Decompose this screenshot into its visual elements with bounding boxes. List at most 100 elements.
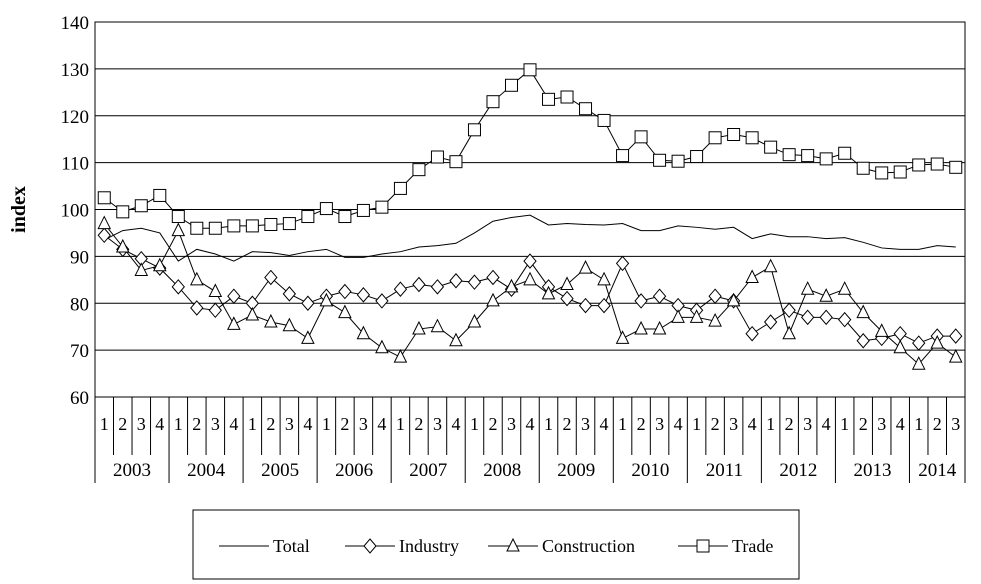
data-point-trade [356,203,370,217]
data-point-trade [819,152,833,166]
plot-frame [94,21,966,398]
data-point-construction [948,349,963,363]
quarter-label: 4 [748,414,757,434]
data-point-industry [745,325,759,342]
y-tick-label: 80 [70,294,89,315]
data-point-trade [875,166,889,180]
data-point-construction [560,276,574,290]
quarter-label: 3 [655,414,664,434]
data-point-construction [541,285,556,300]
data-point-industry [208,302,222,319]
data-point-construction [763,258,778,273]
quarter-label: 1 [914,414,923,434]
quarter-label: 4 [526,414,535,434]
data-point-industry [264,269,278,286]
series-line-trade [103,69,956,229]
data-point-trade [634,130,648,144]
quarter-label: 4 [822,414,831,434]
data-point-construction [282,317,297,332]
data-point-trade [393,181,407,195]
data-point-construction [837,281,852,295]
data-point-industry [449,272,463,289]
data-point-construction [911,356,926,370]
axis-labels: 60 70 80 90 100 110 120 130 140 2003 2004 2005 2006 2… [8,13,960,481]
data-point-industry [486,269,500,286]
year-label: 2003 [113,460,151,481]
quarter-label: 4 [451,414,460,434]
data-point-trade [338,210,352,224]
quarter-label: 2 [933,414,942,434]
legend-label-construction: Construction [542,536,635,556]
data-point-industry [801,309,815,326]
data-point-construction [523,271,537,286]
quarter-label: 3 [581,414,590,434]
quarter-label: 4 [155,414,164,434]
data-point-trade [671,154,685,168]
data-point-trade [560,90,574,104]
legend-label-total: Total [273,536,310,556]
data-point-construction [689,309,704,323]
data-point-trade [708,131,722,145]
data-point-industry [949,328,963,344]
data-point-trade [208,221,222,235]
data-point-trade [153,188,167,202]
year-label: 2010 [631,460,669,481]
quarter-label: 2 [340,414,349,434]
quarter-label: 1 [248,414,257,434]
data-point-construction [134,262,149,276]
data-point-industry [819,309,833,326]
data-point-trade [690,150,704,164]
data-point-industry [652,288,667,304]
quarter-label: 2 [488,414,497,434]
data-point-construction [893,339,908,354]
year-label: 2005 [261,460,299,481]
quarter-label: 2 [563,414,572,434]
data-point-industry [893,325,907,342]
series-line-total [104,214,956,262]
data-point-construction [578,259,593,274]
quarter-label: 2 [859,414,868,434]
data-point-trade [319,202,333,216]
legend-label-trade: Trade [732,536,773,556]
quarter-label: 2 [711,414,720,434]
legend-marker-construction [506,537,520,552]
data-point-trade [412,163,426,177]
data-point-construction [745,269,759,283]
y-tick-label: 60 [70,388,89,409]
data-point-trade [653,153,667,167]
y-tick-label: 120 [61,107,90,128]
data-point-trade [838,146,852,160]
year-label: 2009 [557,460,595,481]
year-label: 2011 [706,460,743,481]
data-point-construction [782,325,796,340]
data-point-construction [375,339,389,354]
year-label: 2007 [409,460,447,481]
data-point-trade [116,205,130,219]
quarter-label: 1 [544,414,553,434]
data-point-construction [874,323,889,337]
year-label: 2013 [853,460,891,481]
data-point-industry [393,281,408,297]
quarter-label: 3 [803,414,812,434]
data-point-construction [856,304,871,319]
data-point-construction [800,281,815,295]
data-point-industry [763,314,778,330]
quarter-label: 4 [896,414,905,434]
data-point-trade [264,218,278,231]
data-point-construction [264,313,278,328]
quarter-label: 3 [359,414,368,434]
quarter-label: 4 [600,414,609,434]
data-point-construction [708,312,722,327]
quarter-label: 3 [507,414,516,434]
quarter-label: 1 [396,414,405,434]
quarter-label: 4 [303,414,312,434]
data-point-industry [856,332,870,349]
data-point-trade [949,160,963,174]
data-point-trade [616,149,630,163]
data-point-trade [782,148,796,162]
quarter-label: 2 [637,414,646,434]
data-point-industry [171,279,185,295]
legend: Total Industry Construction Trade [192,509,800,580]
quarter-label: 4 [377,414,386,434]
